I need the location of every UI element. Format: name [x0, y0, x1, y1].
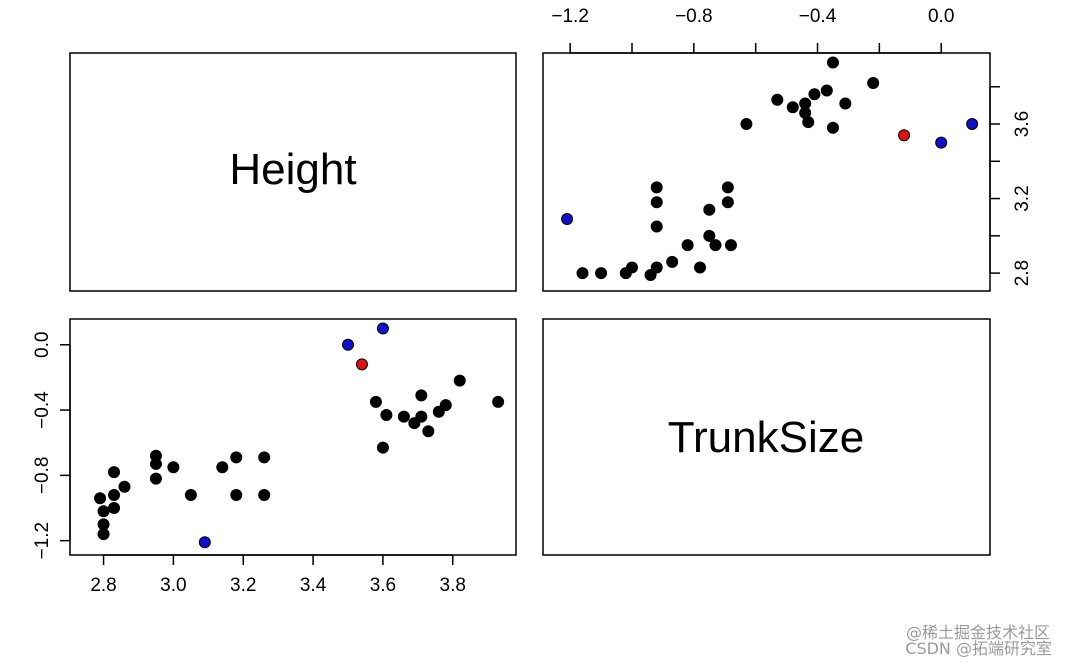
- x-tick-label-height: 2.8: [90, 575, 116, 596]
- scatter-point-top-right: [898, 129, 911, 142]
- scatter-point-bottom-left: [167, 461, 180, 474]
- scatter-point-bottom-left: [118, 480, 131, 493]
- scatter-point-bottom-left: [97, 528, 110, 541]
- panel-height-label: [69, 52, 517, 292]
- scatter-point-top-right: [820, 84, 833, 97]
- scatter-point-top-right: [703, 203, 716, 216]
- axes-group: 2.8 3.0 3.2 3.4 3.6 3.8 −1.2 −0.8 −0.4 0.0 −1.2 −0.…: [32, 6, 1033, 596]
- scatter-point-bottom-left: [376, 441, 389, 454]
- scatter-point-top-right: [650, 220, 663, 233]
- top-tick-label-trunksize: 0.0: [928, 6, 954, 27]
- scatter-point-top-right: [703, 229, 716, 242]
- scatter-point-top-right: [935, 136, 948, 149]
- y-tick-label-trunksize: −1.2: [32, 522, 53, 560]
- top-tick-label-trunksize: −0.8: [675, 6, 713, 27]
- scatter-point-top-right: [786, 101, 799, 114]
- top-tick-label-trunksize: −0.4: [799, 6, 837, 27]
- scatter-point-bottom-left: [258, 451, 271, 464]
- scatter-point-bottom-left: [492, 395, 505, 408]
- scatter-point-bottom-left: [355, 358, 368, 371]
- scatter-point-bottom-left: [108, 488, 121, 501]
- panel-height-vs-trunksize: [542, 52, 991, 292]
- scatter-point-top-right: [650, 196, 663, 209]
- panel-trunksize-label: [542, 318, 991, 556]
- scatter-point-bottom-left: [258, 488, 271, 501]
- scatter-point-top-right: [808, 88, 821, 101]
- scatter-point-top-right: [561, 213, 574, 226]
- scatter-point-bottom-left: [108, 466, 121, 479]
- x-tick-label-height: 3.2: [230, 575, 256, 596]
- scatter-point-bottom-left: [422, 425, 435, 438]
- scatter-point-top-right: [576, 267, 589, 280]
- right-tick-label-height: 3.2: [1012, 185, 1033, 211]
- scatter-point-top-right: [799, 97, 812, 110]
- scatter-point-top-right: [681, 239, 694, 252]
- scatter-point-bottom-left: [230, 451, 243, 464]
- watermark-csdn: CSDN @拓端研究室: [905, 639, 1052, 658]
- x-tick-label-height: 3.0: [160, 575, 186, 596]
- scatter-point-top-right: [650, 181, 663, 194]
- scatter-point-top-right: [650, 261, 663, 274]
- scatter-point-bottom-left: [380, 408, 393, 421]
- scatter-point-bottom-left: [439, 399, 452, 412]
- scatter-point-bottom-left: [230, 488, 243, 501]
- y-tick-label-trunksize: −0.4: [32, 391, 53, 429]
- variable-label-trunksize: TrunkSize: [668, 413, 864, 462]
- scatter-point-bottom-left: [415, 410, 428, 423]
- scatter-point-top-right: [867, 77, 880, 90]
- scatter-point-top-right: [826, 56, 839, 69]
- x-tick-label-height: 3.4: [300, 575, 327, 596]
- scatter-point-bottom-left: [369, 395, 382, 408]
- scatter-point-bottom-left: [453, 374, 466, 387]
- y-tick-label-trunksize: −0.8: [32, 457, 53, 495]
- scatter-point-bottom-left: [376, 322, 389, 335]
- scatter-point-top-right: [721, 196, 734, 209]
- scatter-point-bottom-left: [216, 461, 229, 474]
- variable-label-height: Height: [229, 145, 356, 194]
- scatter-point-top-right: [625, 261, 638, 274]
- scatter-point-top-right: [966, 118, 979, 131]
- watermark-juejin: @稀土掘金技术社区: [905, 623, 1050, 642]
- scatter-point-bottom-left: [97, 505, 110, 518]
- scatter-point-bottom-left: [397, 410, 410, 423]
- scatter-point-top-right: [721, 181, 734, 194]
- scatter-point-bottom-left: [149, 472, 162, 485]
- scatter-point-top-right: [709, 239, 722, 252]
- y-tick-label-trunksize: 0.0: [32, 332, 53, 358]
- scatter-point-top-right: [771, 93, 784, 106]
- scatter-point-top-right: [839, 97, 852, 110]
- scatter-point-top-right: [595, 267, 608, 280]
- scatter-point-top-right: [826, 121, 839, 134]
- scatter-point-bottom-left: [94, 492, 107, 505]
- points-group: [94, 56, 979, 549]
- scatter-point-bottom-left: [342, 338, 355, 351]
- scatter-point-bottom-left: [108, 502, 121, 515]
- scatter-point-bottom-left: [184, 488, 197, 501]
- scatter-point-top-right: [740, 118, 753, 131]
- right-tick-label-height: 3.6: [1012, 111, 1033, 137]
- top-tick-label-trunksize: −1.2: [551, 6, 589, 27]
- scatter-point-bottom-left: [415, 389, 428, 402]
- panel-trunksize-vs-height: [69, 318, 517, 556]
- scatter-point-top-right: [666, 255, 679, 268]
- x-tick-label-height: 3.8: [440, 575, 466, 596]
- scatter-point-top-right: [724, 239, 737, 252]
- scatter-point-top-right: [694, 261, 707, 274]
- scatter-point-bottom-left: [149, 457, 162, 470]
- right-tick-label-height: 2.8: [1012, 260, 1033, 286]
- scatter-point-bottom-left: [198, 536, 211, 549]
- x-tick-label-height: 3.6: [370, 575, 396, 596]
